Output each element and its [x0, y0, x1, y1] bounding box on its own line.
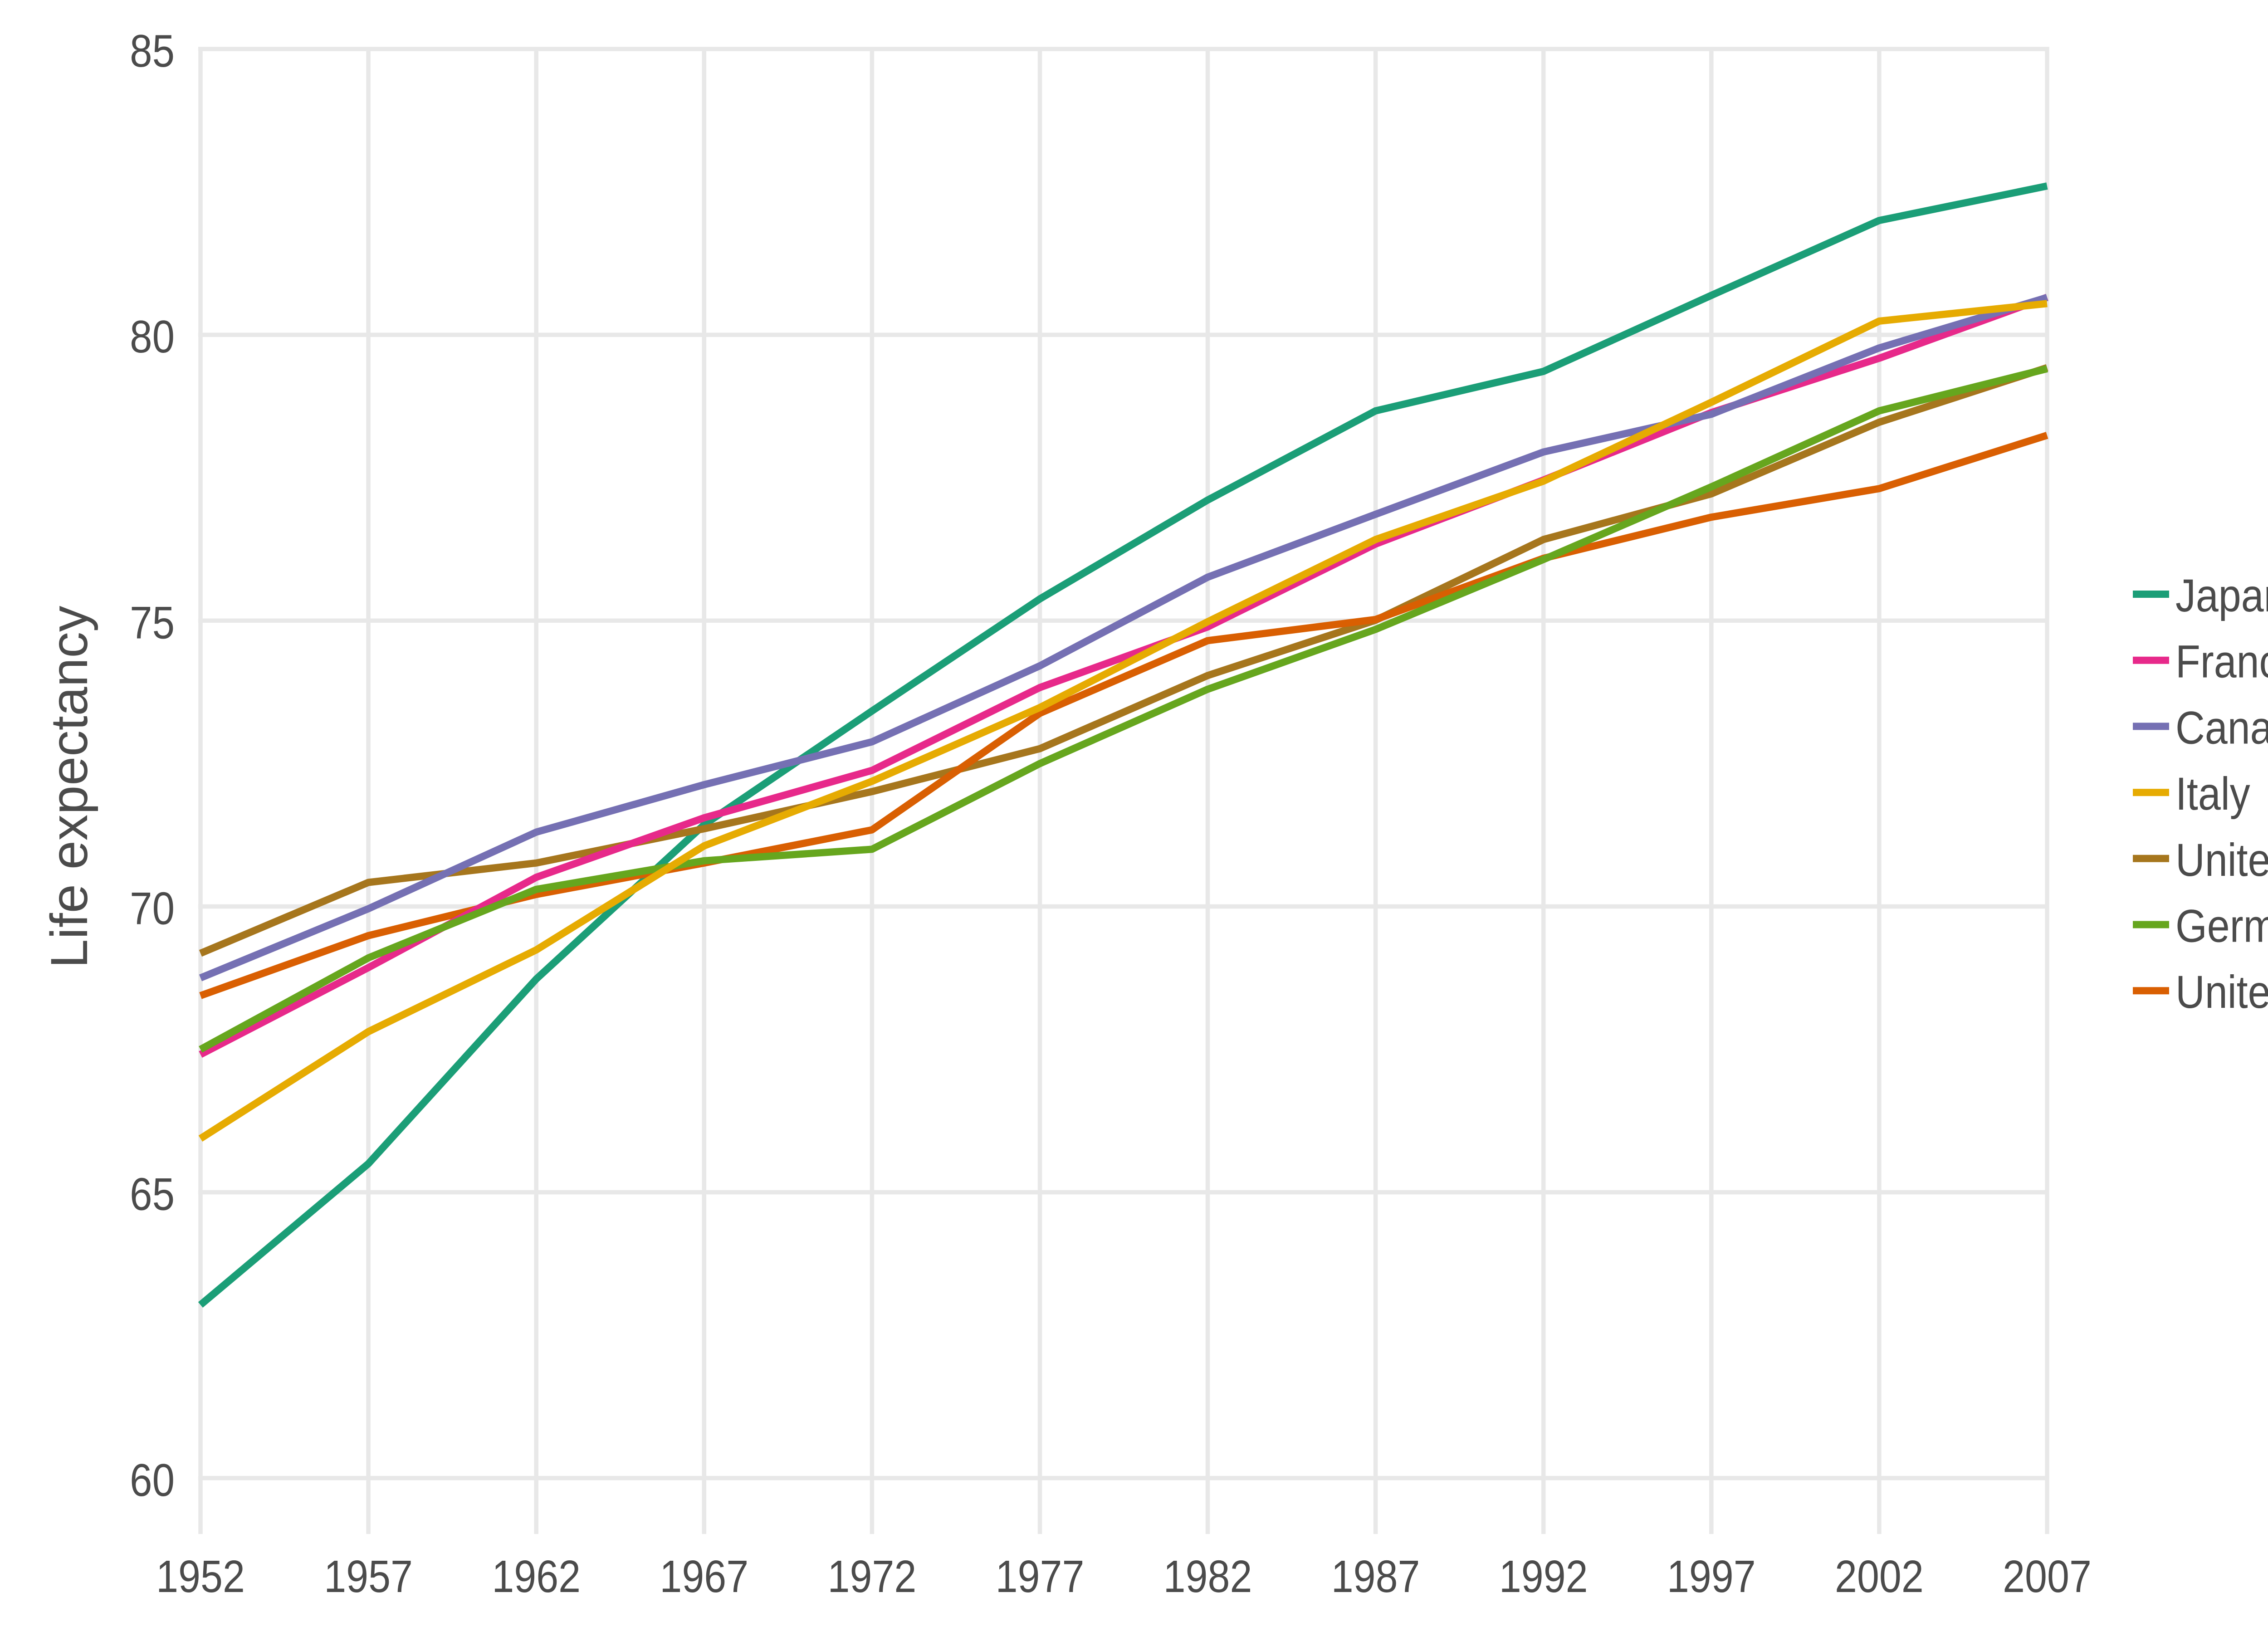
svg-text:France: France [2175, 636, 2268, 688]
svg-text:1957: 1957 [324, 1551, 413, 1602]
svg-text:80: 80 [130, 312, 175, 363]
svg-text:1972: 1972 [828, 1551, 917, 1602]
svg-text:United Kingdom: United Kingdom [2175, 834, 2268, 886]
svg-text:Italy: Italy [2175, 768, 2250, 820]
svg-text:85: 85 [130, 26, 175, 77]
svg-text:1962: 1962 [492, 1551, 581, 1602]
svg-text:1977: 1977 [996, 1551, 1085, 1602]
svg-text:Canada: Canada [2175, 702, 2268, 754]
svg-text:60: 60 [130, 1455, 175, 1506]
svg-text:70: 70 [130, 883, 175, 934]
svg-text:1992: 1992 [1499, 1551, 1588, 1602]
svg-text:Japan: Japan [2175, 570, 2268, 622]
svg-text:United States: United States [2175, 967, 2268, 1018]
svg-text:75: 75 [130, 597, 175, 649]
svg-text:Life expectancy: Life expectancy [40, 606, 98, 968]
svg-text:1982: 1982 [1163, 1551, 1252, 1602]
svg-text:1952: 1952 [156, 1551, 245, 1602]
svg-text:2002: 2002 [1835, 1551, 1924, 1602]
svg-text:1997: 1997 [1667, 1551, 1756, 1602]
svg-text:1987: 1987 [1331, 1551, 1420, 1602]
svg-text:Germany: Germany [2175, 900, 2268, 952]
svg-text:2007: 2007 [2003, 1551, 2092, 1602]
svg-text:65: 65 [130, 1169, 175, 1220]
svg-text:1967: 1967 [660, 1551, 748, 1602]
